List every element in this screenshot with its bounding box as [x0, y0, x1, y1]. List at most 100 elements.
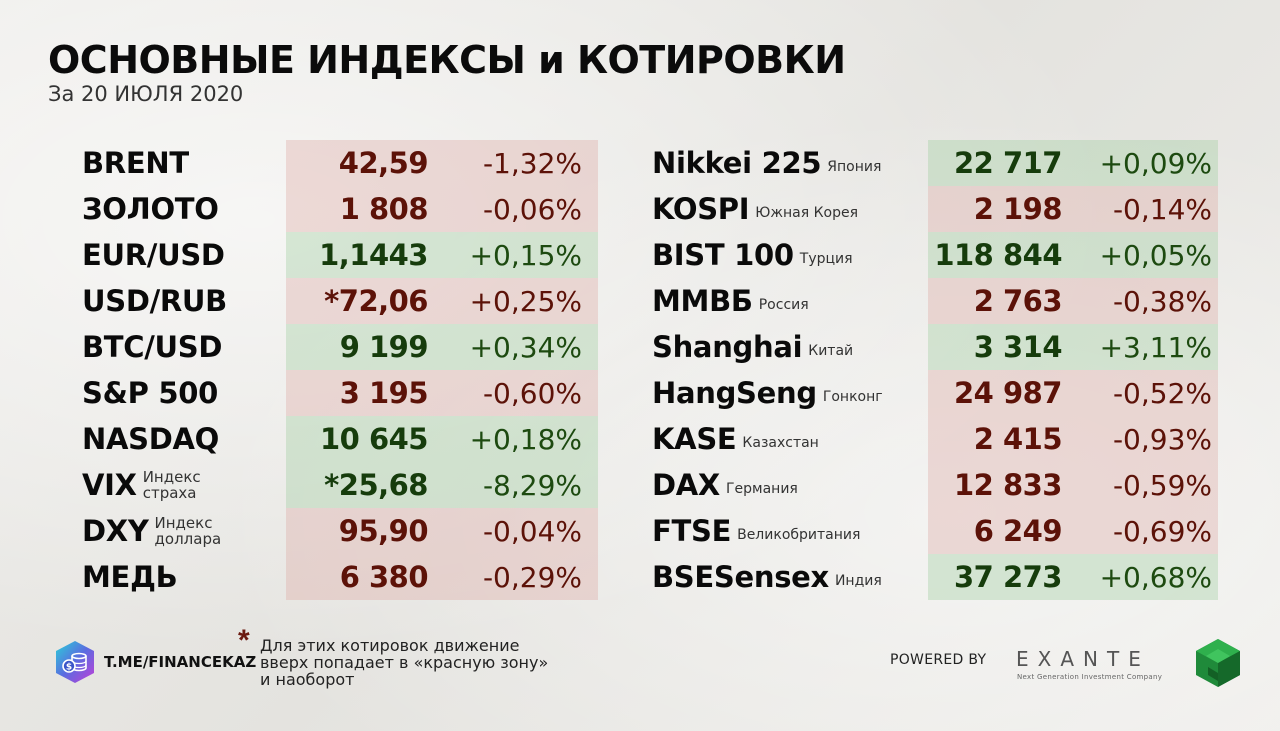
quote-value: 37 273 [954, 560, 1063, 594]
quote-row: EUR/USD 1,1443 +0,15% [82, 232, 598, 278]
quote-value: 118 844 [934, 238, 1062, 272]
instrument-name: EUR/USD [82, 238, 225, 272]
instrument-note: Турция [799, 251, 853, 267]
quote-band: 12 833 -0,59% [928, 462, 1218, 508]
quote-change: +0,34% [469, 330, 582, 364]
quote-name-cell: EUR/USD [82, 238, 286, 272]
quote-row: DAX Германия 12 833 -0,59% [652, 462, 1218, 508]
instrument-note: Россия [758, 297, 809, 313]
quote-row: BRENT 42,59 -1,32% [82, 140, 598, 186]
quote-row: FTSE Великобритания 6 249 -0,69% [652, 508, 1218, 554]
quote-value: 3 195 [339, 376, 429, 410]
page-subtitle: За 20 ИЮЛЯ 2020 [48, 82, 244, 106]
quote-band: 2 763 -0,38% [928, 278, 1218, 324]
instrument-name: Shanghai [652, 330, 803, 364]
channel-link[interactable]: T.ME/FINANCEKAZ [104, 653, 257, 671]
quote-name-cell: ЗОЛОТО [82, 192, 286, 226]
quote-band: 3 195 -0,60% [286, 370, 598, 416]
quote-change: -1,32% [482, 146, 582, 180]
quote-name-cell: МЕДЬ [82, 560, 286, 594]
quote-row: USD/RUB *72,06 +0,25% [82, 278, 598, 324]
quote-change: +0,25% [469, 284, 582, 318]
quote-value: *25,68 [324, 468, 428, 502]
cube-icon [1196, 639, 1240, 687]
quote-name-cell: DAX Германия [652, 468, 928, 502]
quote-change: -0,14% [1112, 192, 1212, 226]
quote-band: 1 808 -0,06% [286, 186, 598, 232]
channel-logo[interactable]: $ T.ME/FINANCEKAZ [52, 639, 256, 685]
quote-band: 118 844 +0,05% [928, 232, 1218, 278]
quote-value: 1 808 [339, 192, 429, 226]
quote-name-cell: BSESensex Индия [652, 560, 928, 594]
quote-value: 6 380 [339, 560, 429, 594]
instrument-name: ММВБ [652, 284, 753, 318]
quote-row: S&P 500 3 195 -0,60% [82, 370, 598, 416]
quote-name-cell: FTSE Великобритания [652, 514, 928, 548]
quote-value: 95,90 [338, 514, 429, 548]
instrument-note: Германия [725, 481, 798, 497]
quote-value: 6 249 [973, 514, 1063, 548]
svg-text:$: $ [66, 663, 72, 673]
quote-name-cell: DXY Индекс доллара [82, 514, 286, 548]
quote-change: +0,18% [469, 422, 582, 456]
instrument-note: Южная Корея [755, 205, 859, 221]
instrument-note: Китай [808, 343, 854, 359]
instrument-name: NASDAQ [82, 422, 219, 456]
quote-name-cell: NASDAQ [82, 422, 286, 456]
coin-stack-icon: $ [56, 641, 94, 683]
quote-band: *25,68 -8,29% [286, 462, 598, 508]
quote-row: DXY Индекс доллара 95,90 -0,04% [82, 508, 598, 554]
quote-change: -0,59% [1112, 468, 1212, 502]
quote-row: KOSPI Южная Корея 2 198 -0,14% [652, 186, 1218, 232]
instrument-name: BTC/USD [82, 330, 223, 364]
instrument-note: Казахстан [742, 435, 819, 451]
instrument-name: BSESensex [652, 560, 829, 594]
quote-name-cell: ММВБ Россия [652, 284, 928, 318]
quote-change: -0,69% [1112, 514, 1212, 548]
quote-name-cell: USD/RUB [82, 284, 286, 318]
quote-name-cell: KASE Казахстан [652, 422, 928, 456]
powered-by-label: POWERED BY [890, 652, 987, 668]
quote-change: +0,68% [1099, 560, 1212, 594]
quote-change: -0,52% [1112, 376, 1212, 410]
quote-band: *72,06 +0,25% [286, 278, 598, 324]
brand-name: EXANTE [1016, 647, 1150, 671]
quote-value: 1,1443 [319, 238, 428, 272]
quote-row: NASDAQ 10 645 +0,18% [82, 416, 598, 462]
instrument-note: Гонконг [822, 389, 883, 405]
quote-band: 6 380 -0,29% [286, 554, 598, 600]
quote-band: 1,1443 +0,15% [286, 232, 598, 278]
quote-value: 24 987 [954, 376, 1063, 410]
quote-band: 42,59 -1,32% [286, 140, 598, 186]
quote-name-cell: Shanghai Китай [652, 330, 928, 364]
quote-value: 3 314 [973, 330, 1063, 364]
instrument-note: Индекс страха [142, 468, 201, 502]
quote-value: 22 717 [954, 146, 1063, 180]
quote-band: 95,90 -0,04% [286, 508, 598, 554]
instrument-name: DXY [82, 514, 149, 548]
quote-change: -0,60% [482, 376, 582, 410]
quote-value: *72,06 [324, 284, 428, 318]
quote-row: BIST 100 Турция 118 844 +0,05% [652, 232, 1218, 278]
instrument-note: Индекс доллара [154, 514, 222, 548]
quote-change: +0,15% [469, 238, 582, 272]
quote-row: HangSeng Гонконг 24 987 -0,52% [652, 370, 1218, 416]
quote-row: ММВБ Россия 2 763 -0,38% [652, 278, 1218, 324]
quote-name-cell: BTC/USD [82, 330, 286, 364]
quote-band: 9 199 +0,34% [286, 324, 598, 370]
instrument-name: BIST 100 [652, 238, 794, 272]
quote-change: -0,06% [482, 192, 582, 226]
instrument-name: МЕДЬ [82, 560, 178, 594]
instrument-name: KASE [652, 422, 737, 456]
quote-row: BTC/USD 9 199 +0,34% [82, 324, 598, 370]
quote-change: -0,04% [482, 514, 582, 548]
quote-name-cell: HangSeng Гонконг [652, 376, 928, 410]
quote-band: 2 198 -0,14% [928, 186, 1218, 232]
quote-value: 42,59 [338, 146, 429, 180]
quote-band: 22 717 +0,09% [928, 140, 1218, 186]
quote-change: +0,05% [1099, 238, 1212, 272]
instrument-name: KOSPI [652, 192, 750, 226]
quote-change: +3,11% [1099, 330, 1212, 364]
page-title: ОСНОВНЫЕ ИНДЕКСЫ и КОТИРОВКИ [48, 38, 846, 82]
left-quotes-table: BRENT 42,59 -1,32% ЗОЛОТО 1 808 -0,06% EUR/USD… [82, 140, 598, 600]
